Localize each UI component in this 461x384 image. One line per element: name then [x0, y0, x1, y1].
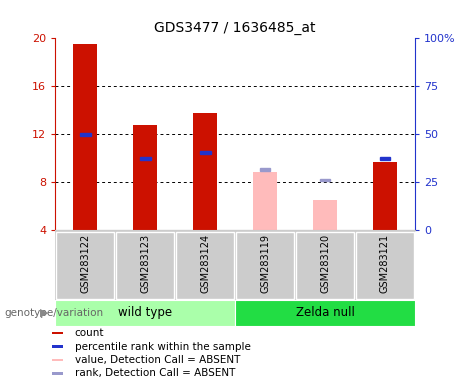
Bar [52, 332, 63, 334]
Text: wild type: wild type [118, 306, 172, 319]
Bar [73, 45, 97, 230]
Bar [379, 157, 390, 160]
Text: genotype/variation: genotype/variation [5, 308, 104, 318]
Title: GDS3477 / 1636485_at: GDS3477 / 1636485_at [154, 21, 316, 35]
Bar [52, 345, 63, 348]
Bar [260, 168, 271, 170]
Bar [56, 232, 114, 299]
Bar [140, 157, 151, 160]
Text: GSM283124: GSM283124 [200, 234, 210, 293]
Text: GSM283121: GSM283121 [380, 234, 390, 293]
Bar [176, 232, 234, 299]
Bar [55, 300, 235, 326]
Bar [200, 151, 211, 154]
Text: ▶: ▶ [40, 308, 48, 318]
Bar [52, 372, 63, 375]
Bar [313, 200, 337, 230]
Bar [116, 232, 174, 299]
Bar [253, 172, 277, 230]
Bar [373, 162, 397, 230]
Bar [235, 300, 415, 326]
Bar [133, 125, 157, 230]
Bar [80, 133, 91, 136]
Text: GSM283120: GSM283120 [320, 234, 330, 293]
Text: Zelda null: Zelda null [296, 306, 355, 319]
Text: percentile rank within the sample: percentile rank within the sample [75, 341, 251, 352]
Text: count: count [75, 328, 104, 338]
Bar [296, 232, 354, 299]
Bar [193, 113, 217, 230]
Text: rank, Detection Call = ABSENT: rank, Detection Call = ABSENT [75, 368, 235, 379]
Text: GSM283119: GSM283119 [260, 234, 270, 293]
Text: GSM283122: GSM283122 [80, 234, 90, 293]
Bar [319, 179, 331, 181]
Bar [236, 232, 294, 299]
Text: GSM283123: GSM283123 [140, 234, 150, 293]
Text: value, Detection Call = ABSENT: value, Detection Call = ABSENT [75, 355, 240, 365]
Bar [355, 232, 414, 299]
Bar [52, 359, 63, 361]
